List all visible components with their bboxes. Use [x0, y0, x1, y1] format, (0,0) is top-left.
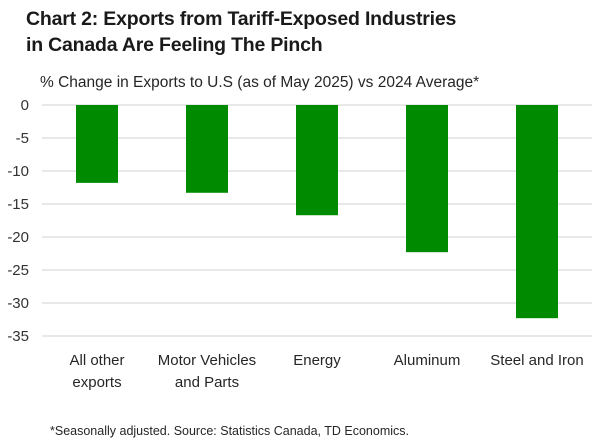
bar — [406, 105, 448, 253]
bar — [296, 105, 338, 216]
x-tick-label: Motor Vehicles — [158, 352, 256, 369]
y-tick-label: -30 — [7, 295, 29, 312]
chart-subtitle: % Change in Exports to U.S (as of May 20… — [40, 74, 480, 91]
y-tick-label: 0 — [21, 97, 29, 114]
y-tick-label: -35 — [7, 328, 29, 345]
x-tick-label: and Parts — [175, 374, 239, 391]
bar — [516, 105, 558, 319]
bar — [186, 105, 228, 193]
y-tick-label: -25 — [7, 262, 29, 279]
bars — [76, 105, 558, 319]
x-tick-label: Steel and Iron — [490, 352, 583, 369]
chart-title: Chart 2: Exports from Tariff-Exposed Ind… — [26, 6, 456, 58]
y-axis-ticks: 0 -5 -10 -15 -20 -25 -30 -35 — [7, 97, 29, 345]
bar — [76, 105, 118, 183]
x-axis-labels: All other exports Motor Vehicles and Parts E… — [69, 352, 583, 391]
chart-title-line-1: Chart 2: Exports from Tariff-Exposed Ind… — [26, 8, 457, 30]
y-tick-label: -10 — [7, 163, 29, 180]
x-tick-label: All other — [69, 352, 124, 369]
chart-title-line-2: in Canada Are Feeling The Pinch — [26, 34, 323, 56]
chart-footnote: *Seasonally adjusted. Source: Statistics… — [50, 424, 409, 438]
x-tick-label: Energy — [293, 352, 341, 369]
y-tick-label: -20 — [7, 229, 29, 246]
x-tick-label: Aluminum — [394, 352, 461, 369]
y-tick-label: -5 — [16, 130, 29, 147]
y-tick-label: -15 — [7, 196, 29, 213]
x-tick-label: exports — [72, 374, 121, 391]
